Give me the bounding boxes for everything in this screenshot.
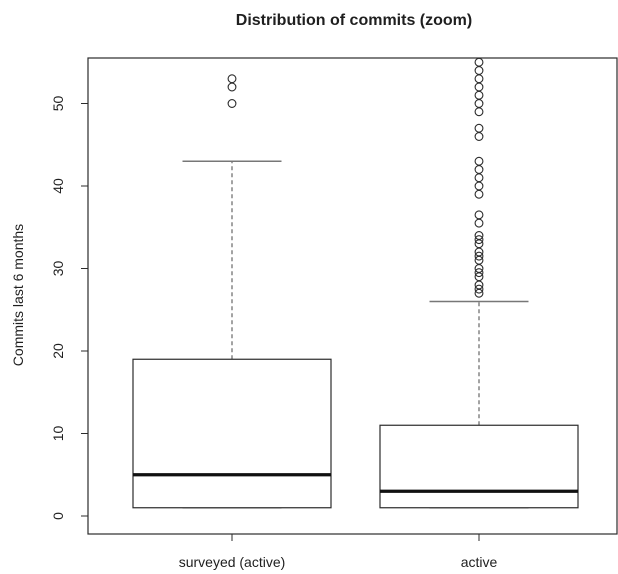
outlier-point bbox=[474, 165, 484, 174]
y-tick-label: 50 bbox=[50, 96, 66, 112]
boxplot-marks bbox=[132, 57, 579, 509]
outlier-point bbox=[474, 173, 484, 183]
outlier-point bbox=[474, 123, 484, 133]
y-tick-label: 10 bbox=[50, 426, 66, 442]
y-tick-label: 20 bbox=[50, 343, 66, 359]
x-tick-label: active bbox=[461, 554, 498, 570]
outlier-point bbox=[227, 99, 237, 108]
plot-area bbox=[87, 57, 618, 535]
box-iqr bbox=[379, 424, 579, 509]
outlier-point bbox=[474, 218, 484, 228]
outlier-point bbox=[474, 156, 484, 166]
chart-title: Distribution of commits (zoom) bbox=[236, 12, 472, 29]
outlier-point bbox=[474, 66, 484, 75]
outlier-point bbox=[227, 74, 237, 84]
box-iqr bbox=[132, 358, 332, 509]
outlier-point bbox=[474, 268, 484, 278]
y-axis-label: Commits last 6 months bbox=[10, 224, 26, 366]
outlier-point bbox=[474, 231, 484, 240]
x-tick-label: surveyed (active) bbox=[179, 554, 286, 570]
outlier-point bbox=[474, 235, 484, 245]
outlier-point bbox=[474, 99, 484, 108]
outlier-point bbox=[474, 284, 484, 294]
y-tick-label: 40 bbox=[50, 178, 66, 194]
outlier-point bbox=[227, 82, 237, 92]
outlier-point bbox=[474, 251, 484, 261]
outlier-point bbox=[474, 107, 484, 117]
axes-layer: 0 10 20 30 40 50 surveyed (active) active bbox=[50, 96, 497, 570]
outlier-point bbox=[474, 189, 484, 199]
y-tick-label: 0 bbox=[50, 512, 66, 520]
outlier-point bbox=[474, 181, 484, 191]
outlier-point bbox=[474, 132, 484, 141]
outlier-point bbox=[474, 90, 484, 100]
plot-frame bbox=[87, 57, 618, 535]
outlier-point bbox=[474, 210, 484, 220]
outlier-point bbox=[474, 57, 484, 67]
y-tick-label: 30 bbox=[50, 261, 66, 277]
outlier-point bbox=[474, 74, 484, 84]
outlier-point bbox=[474, 82, 484, 92]
